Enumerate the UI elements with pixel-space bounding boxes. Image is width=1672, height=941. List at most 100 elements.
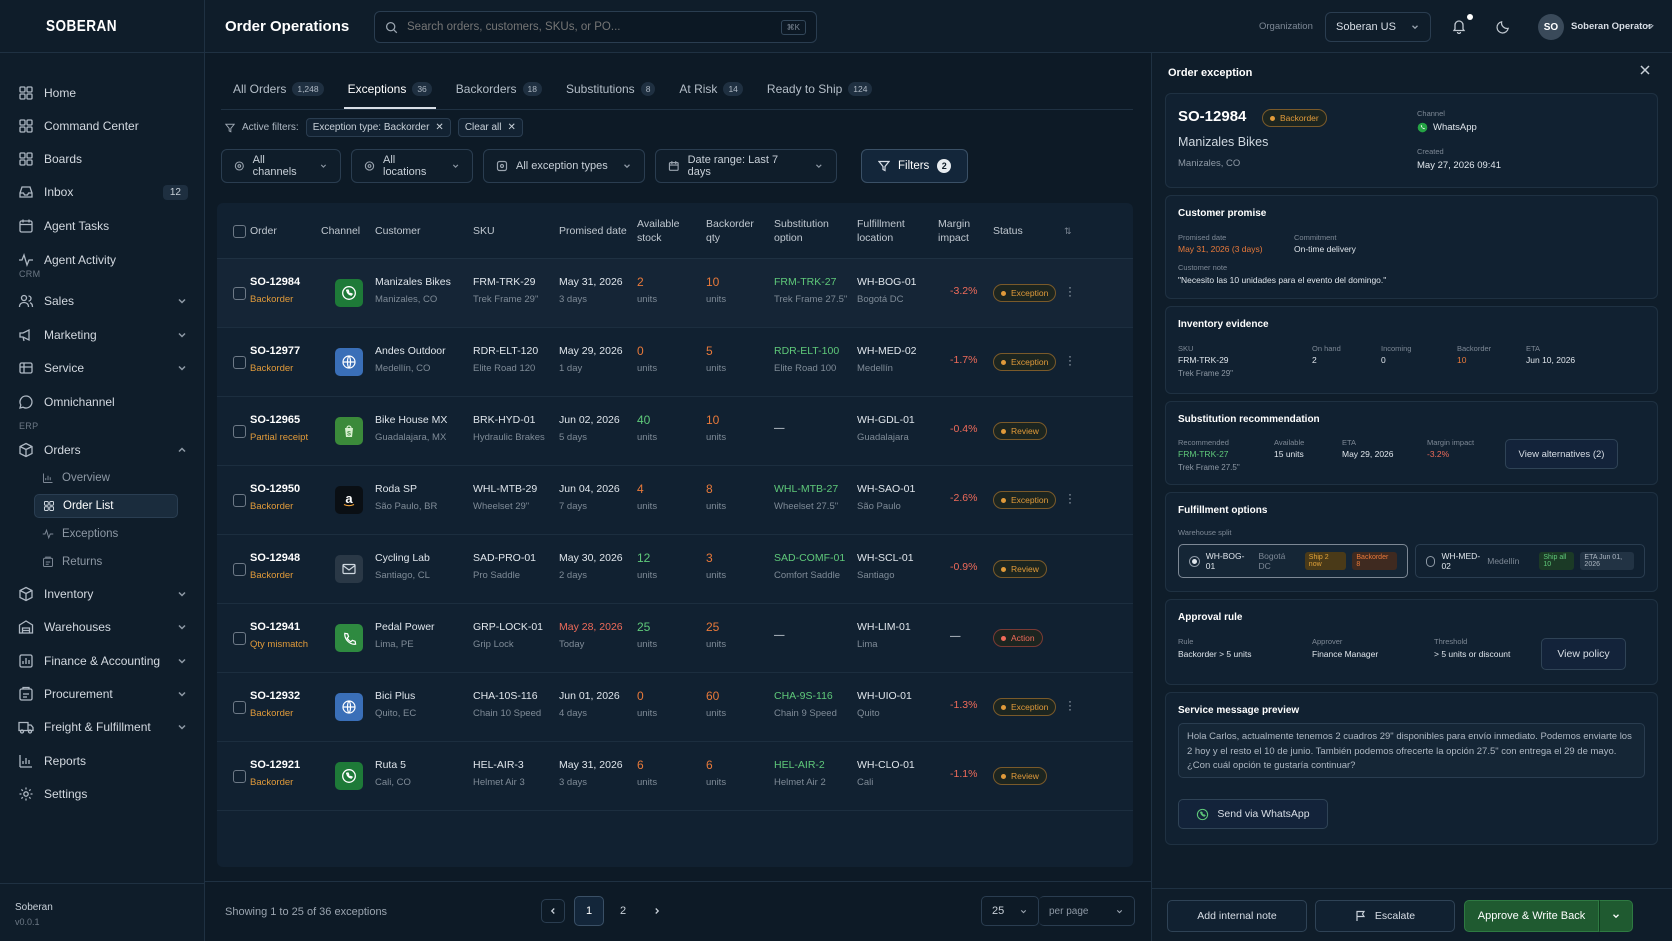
order-id[interactable]: SO-12948 (250, 552, 301, 564)
sidebar-item-agent-activity[interactable]: Agent Activity (18, 247, 188, 273)
sidebar-item-marketing[interactable]: Marketing (18, 322, 188, 348)
more-icon[interactable]: · · · (1068, 349, 1072, 371)
tab-exceptions[interactable]: Exceptions 36 (336, 69, 444, 109)
tab-substitutions[interactable]: Substitutions 8 (554, 69, 667, 109)
sidebar-item-reports[interactable]: Reports (18, 748, 188, 774)
view-alternatives-button[interactable]: View alternatives (2) (1505, 439, 1618, 469)
bell-icon[interactable] (1451, 18, 1467, 34)
row-checkbox[interactable] (233, 770, 246, 783)
filters-button[interactable]: Filters 2 (861, 149, 969, 183)
per-page-select[interactable]: 25 (981, 896, 1039, 926)
table-row[interactable]: SO-12965 Partial receipt S Bike House MX… (217, 397, 1133, 466)
table-row[interactable]: SO-12948 Backorder Cycling Lab Santiago,… (217, 535, 1133, 604)
row-checkbox[interactable] (233, 425, 246, 438)
order-id[interactable]: SO-12950 (250, 483, 301, 495)
row-checkbox[interactable] (233, 287, 246, 300)
order-id[interactable]: SO-12932 (250, 690, 301, 702)
sidebar-item-service[interactable]: Service (18, 355, 188, 381)
column-header-order[interactable]: Order (250, 225, 277, 237)
sidebar-item-freight-and-fulfillment[interactable]: Freight & Fulfillment (18, 714, 188, 740)
order-cell[interactable]: SO-12948 Backorder (250, 550, 300, 584)
more-icon[interactable]: · · · (1068, 487, 1072, 509)
table-row[interactable]: SO-12921 Backorder Ruta 5 Cali, CO HEL-A… (217, 742, 1133, 811)
tab-backorders[interactable]: Backorders 18 (444, 69, 554, 109)
sidebar-item-settings[interactable]: Settings (18, 781, 188, 807)
page-1-button[interactable]: 1 (574, 896, 604, 926)
more-icon[interactable]: · · · (1068, 694, 1072, 716)
add-note-button[interactable]: Add internal note (1167, 900, 1307, 932)
location-filter[interactable]: All locations (351, 149, 473, 183)
order-cell[interactable]: SO-12932 Backorder (250, 688, 300, 722)
org-select[interactable]: Soberan US (1325, 12, 1431, 42)
sidebar-item-orders[interactable]: Orders (18, 437, 188, 463)
sidebar-subitem-overview[interactable]: Overview (34, 466, 178, 490)
sidebar-item-home[interactable]: Home (18, 80, 188, 106)
column-header-margin-impact[interactable]: Margin impact (938, 218, 971, 244)
column-header-channel[interactable]: Channel (321, 225, 361, 237)
column-header-backorder-qty[interactable]: Backorder qty (706, 218, 754, 244)
row-checkbox[interactable] (233, 563, 246, 576)
order-id[interactable]: SO-12965 (250, 414, 301, 426)
column-header-fulfillment-location[interactable]: Fulfillment location (857, 218, 905, 244)
avatar[interactable]: SO (1538, 14, 1564, 40)
clear-all-button[interactable]: Clear all ✕ (457, 118, 523, 137)
order-cell[interactable]: SO-12984 Backorder (250, 274, 300, 308)
column-header-available-stock[interactable]: Available stock (637, 218, 680, 244)
order-cell[interactable]: SO-12921 Backorder (250, 757, 300, 791)
sidebar-item-finance-and-accounting[interactable]: Finance & Accounting (18, 648, 188, 674)
view-policy-button[interactable]: View policy (1541, 638, 1626, 670)
date-range-filter[interactable]: Date range: Last 7 days (655, 149, 837, 183)
sidebar-item-inbox[interactable]: Inbox 12 (18, 179, 188, 205)
tab-all-orders[interactable]: All Orders 1,248 (221, 69, 336, 109)
table-row[interactable]: SO-12941 Qty mismatch Pedal Power Lima, … (217, 604, 1133, 673)
filter-chip[interactable]: Exception type: Backorder ✕ (305, 118, 451, 137)
escalate-button[interactable]: Escalate (1315, 900, 1455, 932)
more-icon[interactable]: · · · (1068, 280, 1072, 302)
row-checkbox[interactable] (233, 701, 246, 714)
column-header-promised-date[interactable]: Promised date (559, 225, 627, 237)
sidebar-item-agent-tasks[interactable]: Agent Tasks (18, 213, 188, 239)
user-name[interactable]: Soberan Operator (1571, 21, 1652, 32)
column-header-status[interactable]: Status (993, 225, 1023, 237)
sidebar-item-inventory[interactable]: Inventory (18, 581, 188, 607)
close-icon[interactable]: ✕ (507, 122, 516, 133)
search-box[interactable]: ⌘K (374, 11, 817, 43)
sidebar-item-boards[interactable]: Boards (18, 146, 188, 172)
order-id[interactable]: SO-12921 (250, 759, 301, 771)
sidebar-item-warehouses[interactable]: Warehouses (18, 614, 188, 640)
per-page-label-box[interactable]: per page (1039, 896, 1135, 926)
radio-selected[interactable] (1189, 555, 1200, 567)
approve-options-button[interactable] (1599, 900, 1633, 932)
search-input[interactable] (407, 21, 772, 33)
order-cell[interactable]: SO-12977 Backorder (250, 343, 300, 377)
approve-write-back-button[interactable]: Approve & Write Back (1464, 900, 1599, 932)
column-header-sku[interactable]: SKU (473, 225, 495, 237)
order-id[interactable]: SO-12984 (250, 276, 301, 288)
order-cell[interactable]: SO-12965 Partial receipt (250, 412, 308, 446)
exception-type-filter[interactable]: All exception types (483, 149, 645, 183)
close-icon[interactable]: ✕ (435, 122, 444, 133)
sidebar-subitem-order-list[interactable]: Order List (34, 494, 178, 518)
table-row[interactable]: SO-12932 Backorder Bici Plus Quito, EC C… (217, 673, 1133, 742)
sidebar-item-command-center[interactable]: Command Center (18, 113, 188, 139)
sidebar-subitem-exceptions[interactable]: Exceptions (34, 522, 178, 546)
tab-ready-to-ship[interactable]: Ready to Ship 124 (755, 69, 885, 109)
sidebar-subitem-returns[interactable]: Returns (34, 550, 178, 574)
close-icon[interactable] (1638, 63, 1652, 77)
row-checkbox[interactable] (233, 494, 246, 507)
table-row[interactable]: SO-12984 Backorder Manizales Bikes Maniz… (217, 259, 1133, 328)
table-row[interactable]: SO-12977 Backorder Andes Outdoor Medellí… (217, 328, 1133, 397)
radio-unselected[interactable] (1426, 555, 1436, 567)
send-whatsapp-button[interactable]: Send via WhatsApp (1178, 799, 1328, 829)
table-row[interactable]: SO-12950 Backorder a Roda SP São Paulo, … (217, 466, 1133, 535)
order-cell[interactable]: SO-12941 Qty mismatch (250, 619, 308, 653)
column-header-substitution-option[interactable]: Substitution option (774, 218, 829, 244)
sidebar-item-procurement[interactable]: Procurement (18, 681, 188, 707)
order-id[interactable]: SO-12941 (250, 621, 301, 633)
prev-page-button[interactable] (541, 899, 565, 923)
moon-icon[interactable] (1496, 19, 1511, 34)
order-cell[interactable]: SO-12950 Backorder (250, 481, 300, 515)
sidebar-item-omnichannel[interactable]: Omnichannel (18, 389, 188, 415)
warehouse-option-2[interactable]: WH-MED-02 Medellín Ship all 10 ETA Jun 0… (1415, 544, 1645, 578)
warehouse-option-1[interactable]: WH-BOG-01 Bogotá DC Ship 2 now Backorder… (1178, 544, 1408, 578)
